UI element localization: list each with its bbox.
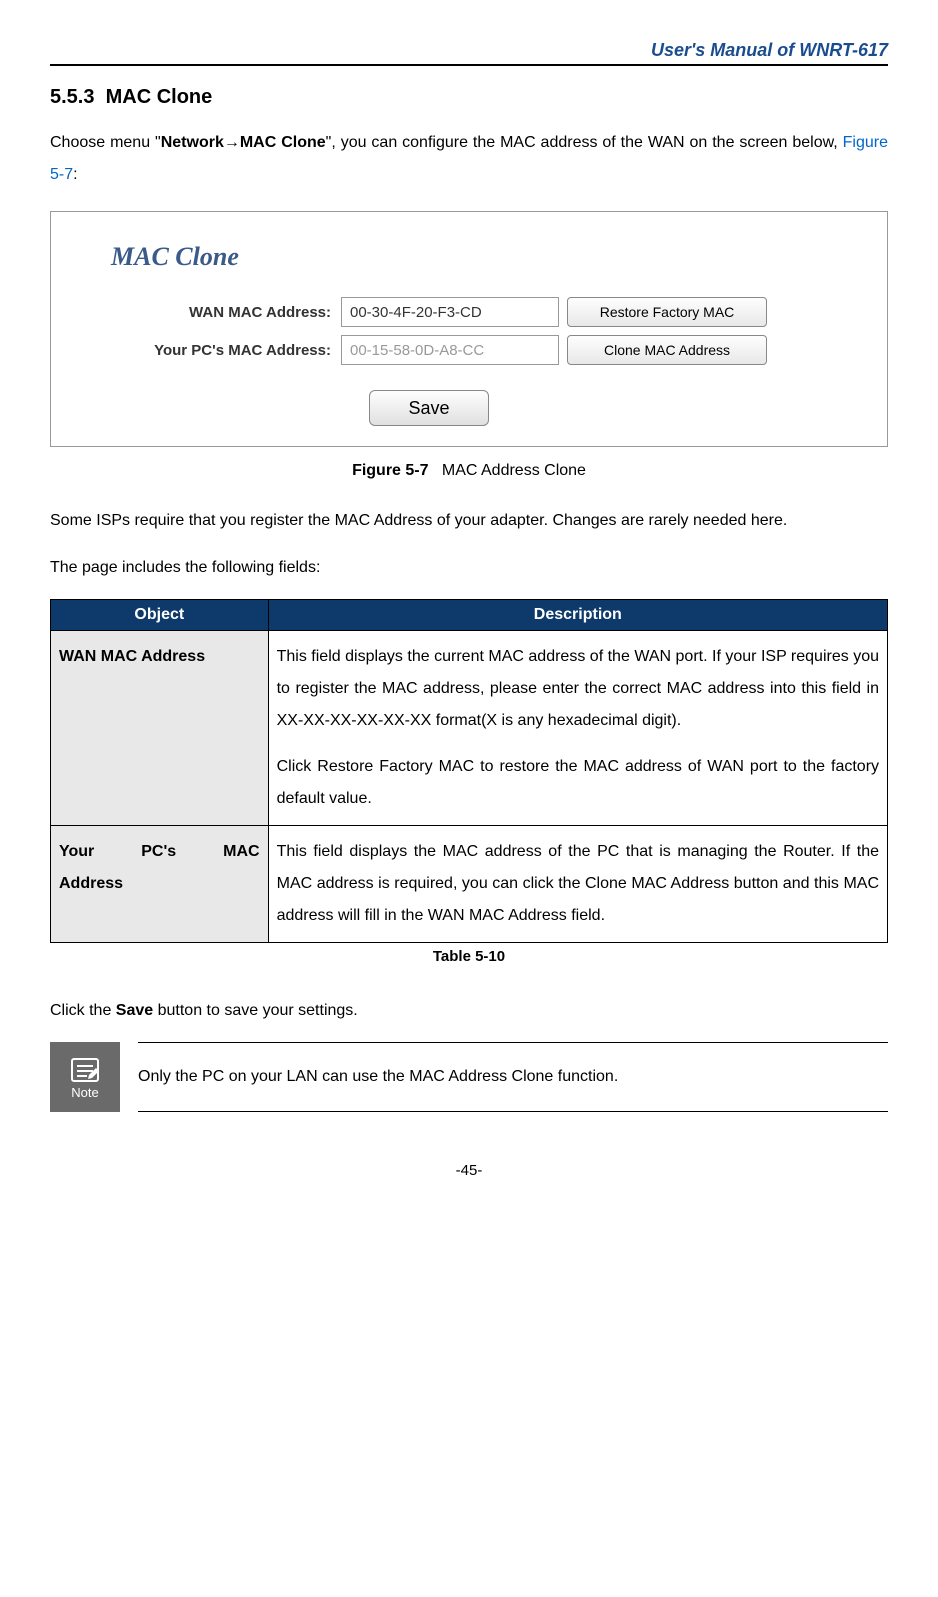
note-post: function. [553, 1068, 618, 1085]
pc-mac-input [341, 335, 559, 365]
table-caption: Table 5-10 [50, 948, 888, 965]
note-bold: MAC Address Clone [409, 1068, 553, 1085]
section-number: 5.5.3 [50, 86, 94, 108]
intro-suffix: ", you can configure the MAC address of … [326, 134, 843, 151]
note-label: Note [71, 1085, 98, 1100]
desc-wan-mac-p2: Click Restore Factory MAC to restore the… [277, 751, 879, 815]
header-object: Object [51, 600, 269, 631]
save-bold: Save [116, 1002, 153, 1019]
notepad-icon [68, 1055, 102, 1083]
object-wan-mac: WAN MAC Address [51, 631, 269, 826]
menu-arrow: → [224, 134, 240, 151]
desc-bold: Restore Factory MAC [317, 758, 474, 775]
note-pre: Only the PC on your LAN can use the [138, 1068, 409, 1085]
intro-colon: : [73, 166, 77, 183]
table-row: Your PC's MAC Address This field display… [51, 826, 888, 943]
section-title: MAC Clone [106, 86, 213, 108]
save-post: button to save your settings. [153, 1002, 358, 1019]
intro-prefix: Choose menu " [50, 134, 161, 151]
save-instruction: Click the Save button to save your setti… [50, 995, 888, 1027]
isp-paragraph: Some ISPs require that you register the … [50, 505, 888, 537]
figure-caption: Figure 5-7 MAC Address Clone [50, 462, 888, 480]
save-button[interactable]: Save [369, 390, 489, 426]
figure-text: MAC Address Clone [442, 462, 586, 479]
desc2-b1: Clone MAC Address [585, 875, 729, 892]
menu-path-network: Network [161, 134, 224, 151]
restore-factory-mac-button[interactable]: Restore Factory MAC [567, 297, 767, 327]
clone-mac-button[interactable]: Clone MAC Address [567, 335, 767, 365]
header-description: Description [268, 600, 887, 631]
figure-label: Figure 5-7 [352, 462, 428, 479]
desc-pre: Click [277, 758, 318, 775]
save-row: Save [91, 390, 847, 426]
obj-w3: MAC [223, 836, 259, 868]
panel-title: MAC Clone [111, 242, 847, 272]
desc-wan-mac: This field displays the current MAC addr… [268, 631, 887, 826]
pc-mac-row: Your PC's MAC Address: Clone MAC Address [121, 335, 847, 365]
screenshot-panel: MAC Clone WAN MAC Address: Restore Facto… [50, 211, 888, 447]
fields-intro: The page includes the following fields: [50, 552, 888, 584]
desc-wan-mac-p1: This field displays the current MAC addr… [277, 641, 879, 737]
obj-w4: Address [59, 868, 260, 900]
section-heading: 5.5.3 MAC Clone [50, 86, 888, 109]
desc2-post: field. [567, 907, 605, 924]
wan-mac-label: WAN MAC Address: [121, 304, 341, 321]
fields-table: Object Description WAN MAC Address This … [50, 599, 888, 943]
desc-pc-mac: This field displays the MAC address of t… [268, 826, 887, 943]
note-content: Only the PC on your LAN can use the MAC … [138, 1042, 888, 1112]
note-icon: Note [50, 1042, 120, 1112]
header-rule [50, 64, 888, 66]
table-row: WAN MAC Address This field displays the … [51, 631, 888, 826]
table-header-row: Object Description [51, 600, 888, 631]
menu-path-macclone: MAC Clone [240, 134, 326, 151]
note-block: Note Only the PC on your LAN can use the… [50, 1042, 888, 1112]
wan-mac-row: WAN MAC Address: Restore Factory MAC [121, 297, 847, 327]
pc-mac-label: Your PC's MAC Address: [121, 342, 341, 359]
obj-w1: Your [59, 836, 94, 868]
obj-w2: PC's [141, 836, 176, 868]
object-pc-mac: Your PC's MAC Address [51, 826, 269, 943]
manual-header: User's Manual of WNRT-617 [50, 40, 888, 61]
wan-mac-input[interactable] [341, 297, 559, 327]
desc2-b2: WAN MAC Address [428, 907, 567, 924]
page-number: -45- [50, 1162, 888, 1179]
save-pre: Click the [50, 1002, 116, 1019]
intro-paragraph: Choose menu "Network→MAC Clone", you can… [50, 127, 888, 191]
